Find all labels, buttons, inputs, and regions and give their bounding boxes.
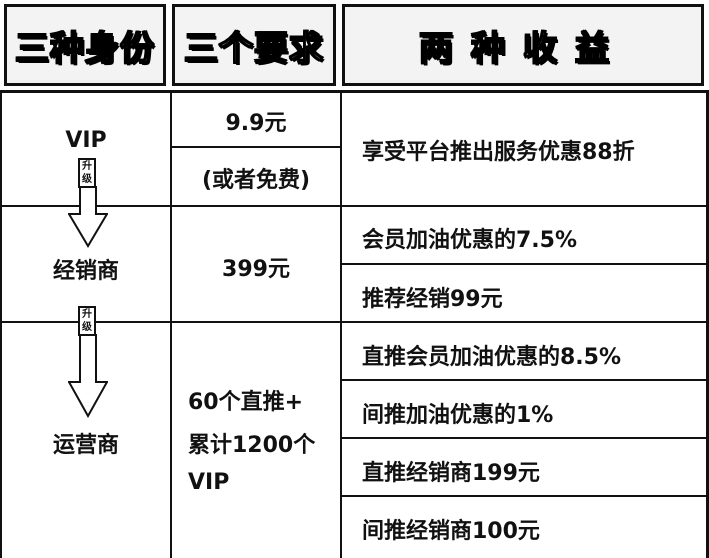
- upgrade-badge-2-char-1: 升: [82, 309, 92, 320]
- header-identities: 三种身份: [4, 4, 166, 86]
- header-requirements: 三个要求: [172, 4, 336, 86]
- upgrade-badge-2: 升 级: [78, 306, 96, 336]
- upgrade-badge-1-char-2: 级: [82, 174, 92, 185]
- identity-operator: 运营商: [52, 433, 119, 458]
- vip-requirement-divider: [170, 146, 342, 148]
- benefit-operator-indirect-fuel: 间推加油优惠的1%: [362, 403, 554, 428]
- benefit-operator-direct-fuel: 直推会员加油优惠的8.5%: [362, 345, 622, 370]
- operator-benefit-divider-2: [340, 437, 709, 439]
- requirement-vip-free: (或者免费): [201, 168, 311, 193]
- header-identities-label: 三种身份: [14, 28, 155, 70]
- header-requirements-label: 三个要求: [183, 28, 324, 70]
- dealer-benefit-divider: [340, 263, 709, 265]
- table-top-border: [0, 90, 709, 93]
- requirement-operator-line-2: 累计1200个: [188, 433, 316, 458]
- benefit-operator-indirect-dealer: 间推经销商100元: [362, 519, 540, 544]
- requirement-vip-price: 9.9元: [225, 111, 287, 136]
- down-arrow-icon: [68, 334, 108, 418]
- operator-benefit-divider-3: [340, 495, 709, 497]
- benefit-dealer-referral: 推荐经销99元: [362, 287, 503, 312]
- upgrade-badge-1-char-1: 升: [82, 161, 92, 172]
- table-left-border: [0, 90, 2, 558]
- row-divider-1: [0, 205, 709, 207]
- upgrade-badge-1: 升 级: [78, 158, 96, 188]
- column-divider-2: [340, 90, 342, 558]
- row-divider-2: [0, 321, 709, 323]
- column-divider-1: [170, 90, 172, 558]
- header-benefits: 两种收益: [342, 4, 704, 86]
- table-right-border: [706, 90, 709, 558]
- header-benefits-label: 两种收益: [418, 28, 627, 70]
- requirement-dealer: 399元: [222, 257, 290, 282]
- benefit-vip-discount: 享受平台推出服务优惠88折: [362, 140, 635, 165]
- requirement-operator-line-3: VIP: [188, 470, 230, 495]
- benefit-operator-direct-dealer: 直推经销商199元: [362, 461, 540, 486]
- operator-benefit-divider-1: [340, 379, 709, 381]
- benefit-dealer-fuel: 会员加油优惠的7.5%: [362, 228, 578, 253]
- identity-vip: VIP: [65, 128, 107, 153]
- down-arrow-icon: [68, 186, 108, 248]
- identity-dealer: 经销商: [52, 259, 119, 284]
- requirement-operator-line-1: 60个直推+: [188, 390, 304, 415]
- upgrade-badge-2-char-2: 级: [82, 322, 92, 333]
